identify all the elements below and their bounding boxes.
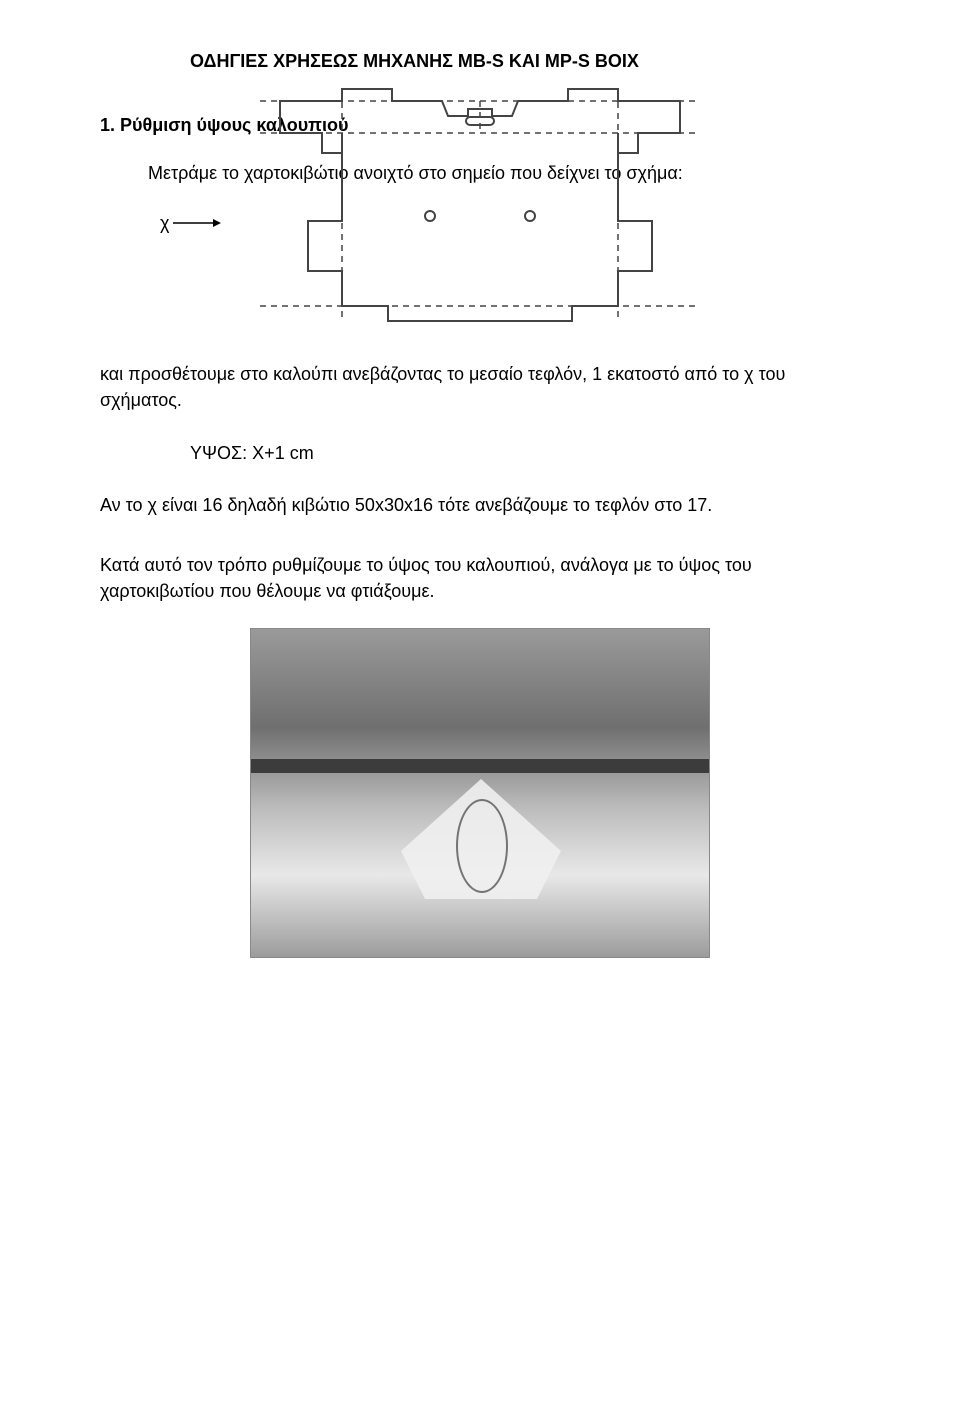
- arrow-icon: [173, 216, 223, 230]
- machine-photo: [100, 628, 860, 958]
- box-blank-diagram: [220, 71, 740, 331]
- section-1-intro: Μετράμε το χαρτοκιβώτιο ανοιχτό στο σημε…: [148, 160, 860, 186]
- x-dimension-label: χ: [160, 210, 169, 236]
- cardboard-diagram: χ: [100, 210, 860, 331]
- section-1-example: Αν το χ είναι 16 δηλαδή κιβώτιο 50x30x16…: [100, 492, 860, 518]
- page-title: ΟΔΗΓΙΕΣ ΧΡΗΣΕΩΣ ΜΗΧΑΝΗΣ MB-S ΚΑΙ MP-S BO…: [190, 48, 860, 74]
- machine-photo-placeholder: [250, 628, 710, 958]
- height-formula: ΥΨΟΣ: X+1 cm: [190, 440, 860, 466]
- section-1-after-diagram: και προσθέτουμε στο καλούπι ανεβάζοντας …: [100, 361, 860, 413]
- section-1-closing: Κατά αυτό τον τρόπο ρυθμίζουμε το ύψος τ…: [100, 552, 860, 604]
